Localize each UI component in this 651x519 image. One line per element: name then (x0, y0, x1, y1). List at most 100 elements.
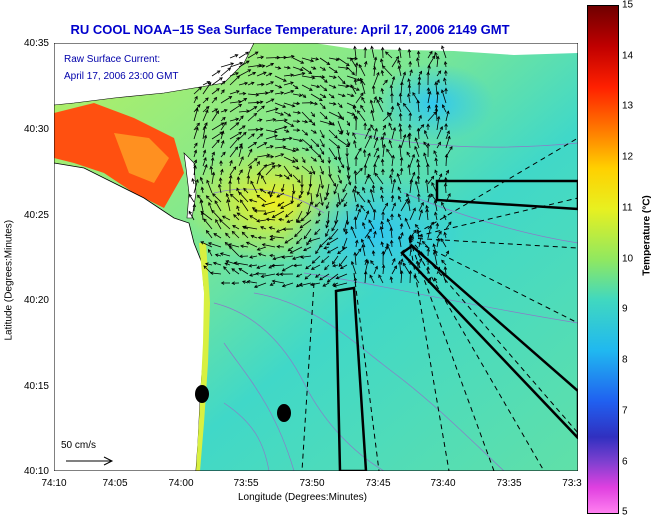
current-vector-head (320, 202, 324, 207)
current-vector (389, 140, 393, 149)
current-vector-head (380, 58, 384, 63)
current-vector-head (407, 93, 411, 97)
current-vector (283, 120, 294, 127)
current-vector (301, 93, 306, 98)
current-vector (319, 273, 330, 281)
current-vector (355, 248, 362, 257)
current-vector (256, 56, 264, 59)
current-vector (247, 72, 256, 77)
current-vector-head (347, 181, 352, 186)
current-vector-head (228, 245, 233, 250)
current-vector (391, 76, 395, 86)
current-vector-head (419, 209, 423, 214)
current-vector (436, 126, 443, 140)
current-vector (337, 57, 350, 66)
current-vector-head (271, 164, 276, 169)
y-tick: 40:30 (23, 124, 49, 135)
current-vector-head (244, 81, 249, 86)
current-vector (292, 156, 298, 162)
current-vector-head (303, 235, 308, 240)
current-vector (265, 108, 279, 113)
current-vector (436, 238, 440, 248)
current-vector (370, 260, 375, 266)
current-vector (337, 192, 341, 205)
current-vector-head (402, 262, 406, 267)
current-vector-head (283, 78, 287, 82)
current-vector-head (221, 89, 225, 93)
current-vector (286, 219, 294, 223)
current-vector-head (389, 239, 394, 244)
current-vector-head (354, 239, 359, 244)
current-vector (201, 187, 204, 194)
current-vector-head (253, 284, 258, 288)
current-vector (247, 133, 255, 140)
current-vector (441, 45, 447, 59)
current-vector (236, 205, 240, 212)
current-vector (433, 243, 438, 257)
current-vector (373, 128, 378, 140)
current-vector (211, 152, 215, 158)
current-vector-head (259, 133, 264, 137)
current-vector-head (418, 114, 422, 119)
current-vector (193, 165, 196, 176)
current-vector (343, 219, 348, 232)
current-vector-head (344, 231, 349, 235)
current-vector-head (236, 205, 240, 210)
current-vector-head (270, 155, 275, 159)
current-vector-head (434, 51, 438, 56)
current-vector (292, 165, 299, 170)
current-vector-head (309, 100, 314, 105)
current-vector-head (364, 60, 368, 65)
map-title: RU COOL NOAA–15 Sea Surface Temperature:… (70, 22, 510, 37)
current-vector (436, 56, 439, 68)
current-vector-head (409, 69, 413, 73)
current-vector-head (353, 139, 357, 144)
current-vector (274, 84, 282, 89)
current-vector-head (249, 273, 253, 277)
current-vector-head (188, 193, 192, 198)
current-vector (211, 108, 218, 113)
current-vector (238, 60, 250, 68)
current-vector (315, 219, 321, 224)
current-vector-head (443, 60, 448, 65)
current-vector-head (225, 192, 230, 197)
current-vector (211, 139, 220, 149)
current-vector (353, 189, 357, 203)
current-vector-head (443, 77, 447, 82)
current-vector-head (260, 82, 265, 87)
current-vector-head (246, 280, 251, 284)
current-vector (400, 168, 403, 176)
current-vector-head (389, 227, 394, 231)
current-vector-head (287, 113, 292, 117)
current-vector-head (240, 244, 244, 249)
current-vector (283, 147, 296, 152)
current-vector-head (444, 153, 449, 158)
current-vector (391, 202, 396, 212)
current-vector-head (311, 75, 316, 80)
current-vector-head (191, 177, 195, 182)
current-vector-head (384, 79, 388, 84)
current-vector (342, 183, 348, 193)
current-vector (238, 110, 250, 113)
current-vector (327, 273, 339, 283)
current-vector-head (231, 230, 236, 235)
current-vector-head (312, 66, 317, 70)
current-vector-head (332, 260, 336, 265)
y-tick: 40:10 (23, 466, 49, 477)
current-vector-head (356, 191, 361, 195)
current-vector (211, 110, 219, 122)
current-vector (427, 105, 430, 113)
x-tick: 73:50 (299, 478, 325, 489)
current-vector (391, 127, 396, 140)
current-vector-head (448, 221, 452, 225)
current-vector-head (365, 210, 370, 215)
current-vector (229, 62, 243, 68)
current-vector-head (317, 213, 322, 217)
current-vector (430, 193, 438, 203)
current-vector (274, 57, 287, 59)
current-vector-head (397, 65, 402, 70)
current-vector-head (219, 219, 223, 223)
current-vector (441, 202, 447, 212)
current-vector (292, 174, 301, 183)
current-vector-head (343, 203, 347, 208)
